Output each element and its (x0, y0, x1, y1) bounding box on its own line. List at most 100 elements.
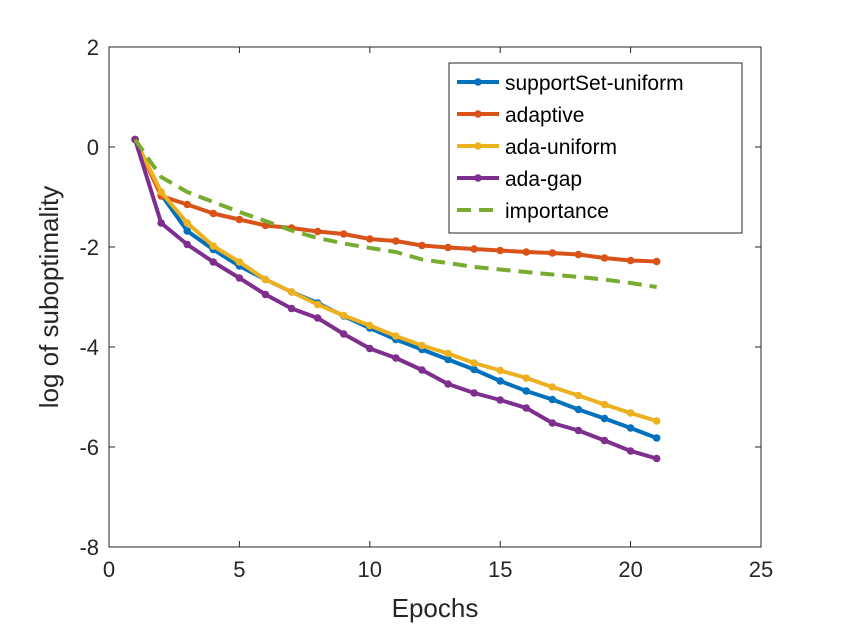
series-ada-gap (131, 135, 661, 463)
data-point-supportset-uniform (496, 377, 505, 385)
legend-marker (474, 142, 482, 150)
data-point-supportset-uniform (444, 355, 452, 364)
data-point-adaptive (496, 246, 505, 255)
data-point-ada-gap (652, 454, 661, 463)
data-point-supportset-uniform (470, 365, 478, 374)
data-point-ada-uniform (626, 409, 635, 417)
series-importance (133, 138, 657, 289)
x-tick-label: 25 (749, 557, 773, 582)
data-point-ada-gap (339, 330, 348, 338)
data-point-ada-gap (157, 219, 165, 227)
x-tick-label: 15 (488, 557, 512, 582)
data-point-ada-uniform (652, 417, 661, 425)
data-point-adaptive (209, 209, 218, 218)
legend-item-supportset-uniform: supportSet-uniform (457, 72, 684, 95)
series-ada-uniform (131, 135, 661, 425)
data-point-ada-gap (209, 258, 218, 266)
data-point-ada-uniform (392, 332, 400, 340)
data-point-ada-gap (522, 404, 531, 412)
data-point-supportset-uniform (183, 227, 192, 235)
data-point-ada-gap (444, 380, 452, 388)
data-point-ada-gap (574, 426, 583, 435)
data-point-ada-gap (496, 396, 505, 404)
data-point-ada-gap (548, 419, 557, 427)
data-point-ada-gap (235, 274, 244, 282)
y-tick-label: -8 (79, 535, 99, 560)
data-point-ada-uniform (600, 400, 609, 409)
data-point-adaptive (522, 248, 531, 256)
data-point-ada-gap (313, 314, 322, 322)
data-point-ada-uniform (261, 275, 270, 284)
data-point-adaptive (574, 250, 583, 259)
data-point-adaptive (444, 243, 452, 252)
legend-label: ada-uniform (505, 136, 617, 159)
x-axis-title: Epochs (392, 593, 479, 623)
data-point-adaptive (652, 257, 661, 266)
data-point-adaptive (235, 215, 244, 224)
data-point-ada-uniform (209, 242, 218, 250)
data-point-ada-uniform (574, 391, 583, 400)
data-point-ada-uniform (183, 219, 192, 227)
data-point-adaptive (548, 249, 557, 257)
x-tick-label: 0 (103, 557, 115, 582)
legend-marker (474, 174, 482, 182)
y-axis-title: log of suboptimality (34, 186, 64, 409)
data-point-adaptive (183, 200, 192, 209)
legend-label: ada-gap (505, 168, 582, 191)
data-point-ada-uniform (235, 258, 244, 266)
data-point-adaptive (313, 227, 322, 236)
data-point-supportset-uniform (522, 387, 531, 395)
series-adaptive (131, 135, 661, 266)
y-tick-label: -2 (79, 235, 99, 260)
data-point-adaptive (392, 237, 400, 245)
x-tick-label: 20 (618, 557, 642, 582)
data-point-ada-uniform (418, 341, 426, 350)
data-point-ada-gap (470, 389, 478, 397)
data-point-ada-gap (626, 447, 635, 455)
data-point-adaptive (626, 256, 635, 265)
data-point-ada-uniform (444, 349, 452, 358)
data-point-adaptive (366, 235, 374, 243)
data-point-ada-gap (261, 290, 270, 299)
y-tick-label: 0 (87, 135, 99, 160)
axes-box (108, 46, 762, 548)
legend-item-importance: importance (457, 200, 609, 223)
x-tick-label: 5 (233, 557, 245, 582)
data-point-ada-gap (183, 240, 192, 249)
legend-marker (474, 78, 482, 86)
series-layer (131, 135, 661, 463)
legend-item-ada-gap: ada-gap (457, 168, 582, 191)
axes-layer: 0 5 10 15 20 25 -8 -6 -4 -2 0 2 (79, 35, 773, 582)
data-point-ada-gap (366, 344, 374, 353)
data-point-ada-uniform (548, 383, 557, 391)
data-point-ada-uniform (339, 311, 348, 320)
data-point-ada-uniform (470, 359, 478, 367)
legend-item-adaptive: adaptive (457, 104, 584, 127)
legend: supportSet-uniform adaptive ada-uniform ada… (448, 62, 743, 234)
data-point-adaptive (339, 230, 348, 238)
data-point-ada-gap (600, 436, 609, 445)
y-tick-label: -4 (79, 335, 99, 360)
data-point-adaptive (470, 245, 478, 253)
data-point-adaptive (600, 254, 609, 262)
data-point-ada-gap (418, 366, 426, 374)
y-tick-label: -6 (79, 435, 99, 460)
data-point-ada-uniform (157, 188, 165, 196)
data-point-supportset-uniform (652, 434, 661, 442)
legend-item-ada-uniform: ada-uniform (457, 136, 617, 159)
data-point-ada-uniform (496, 366, 505, 375)
data-point-supportset-uniform (626, 424, 635, 432)
x-tick-label: 10 (358, 557, 382, 582)
y-tick-label: 2 (87, 35, 99, 60)
legend-label: supportSet-uniform (505, 72, 684, 95)
data-point-adaptive (418, 241, 426, 250)
data-point-ada-uniform (287, 288, 296, 296)
data-point-ada-gap (392, 354, 400, 362)
data-point-ada-uniform (313, 300, 322, 309)
legend-label: importance (505, 200, 609, 223)
data-point-ada-uniform (366, 321, 374, 330)
series-line-importance (133, 138, 657, 289)
data-point-supportset-uniform (574, 405, 583, 414)
data-point-ada-uniform (522, 374, 531, 382)
